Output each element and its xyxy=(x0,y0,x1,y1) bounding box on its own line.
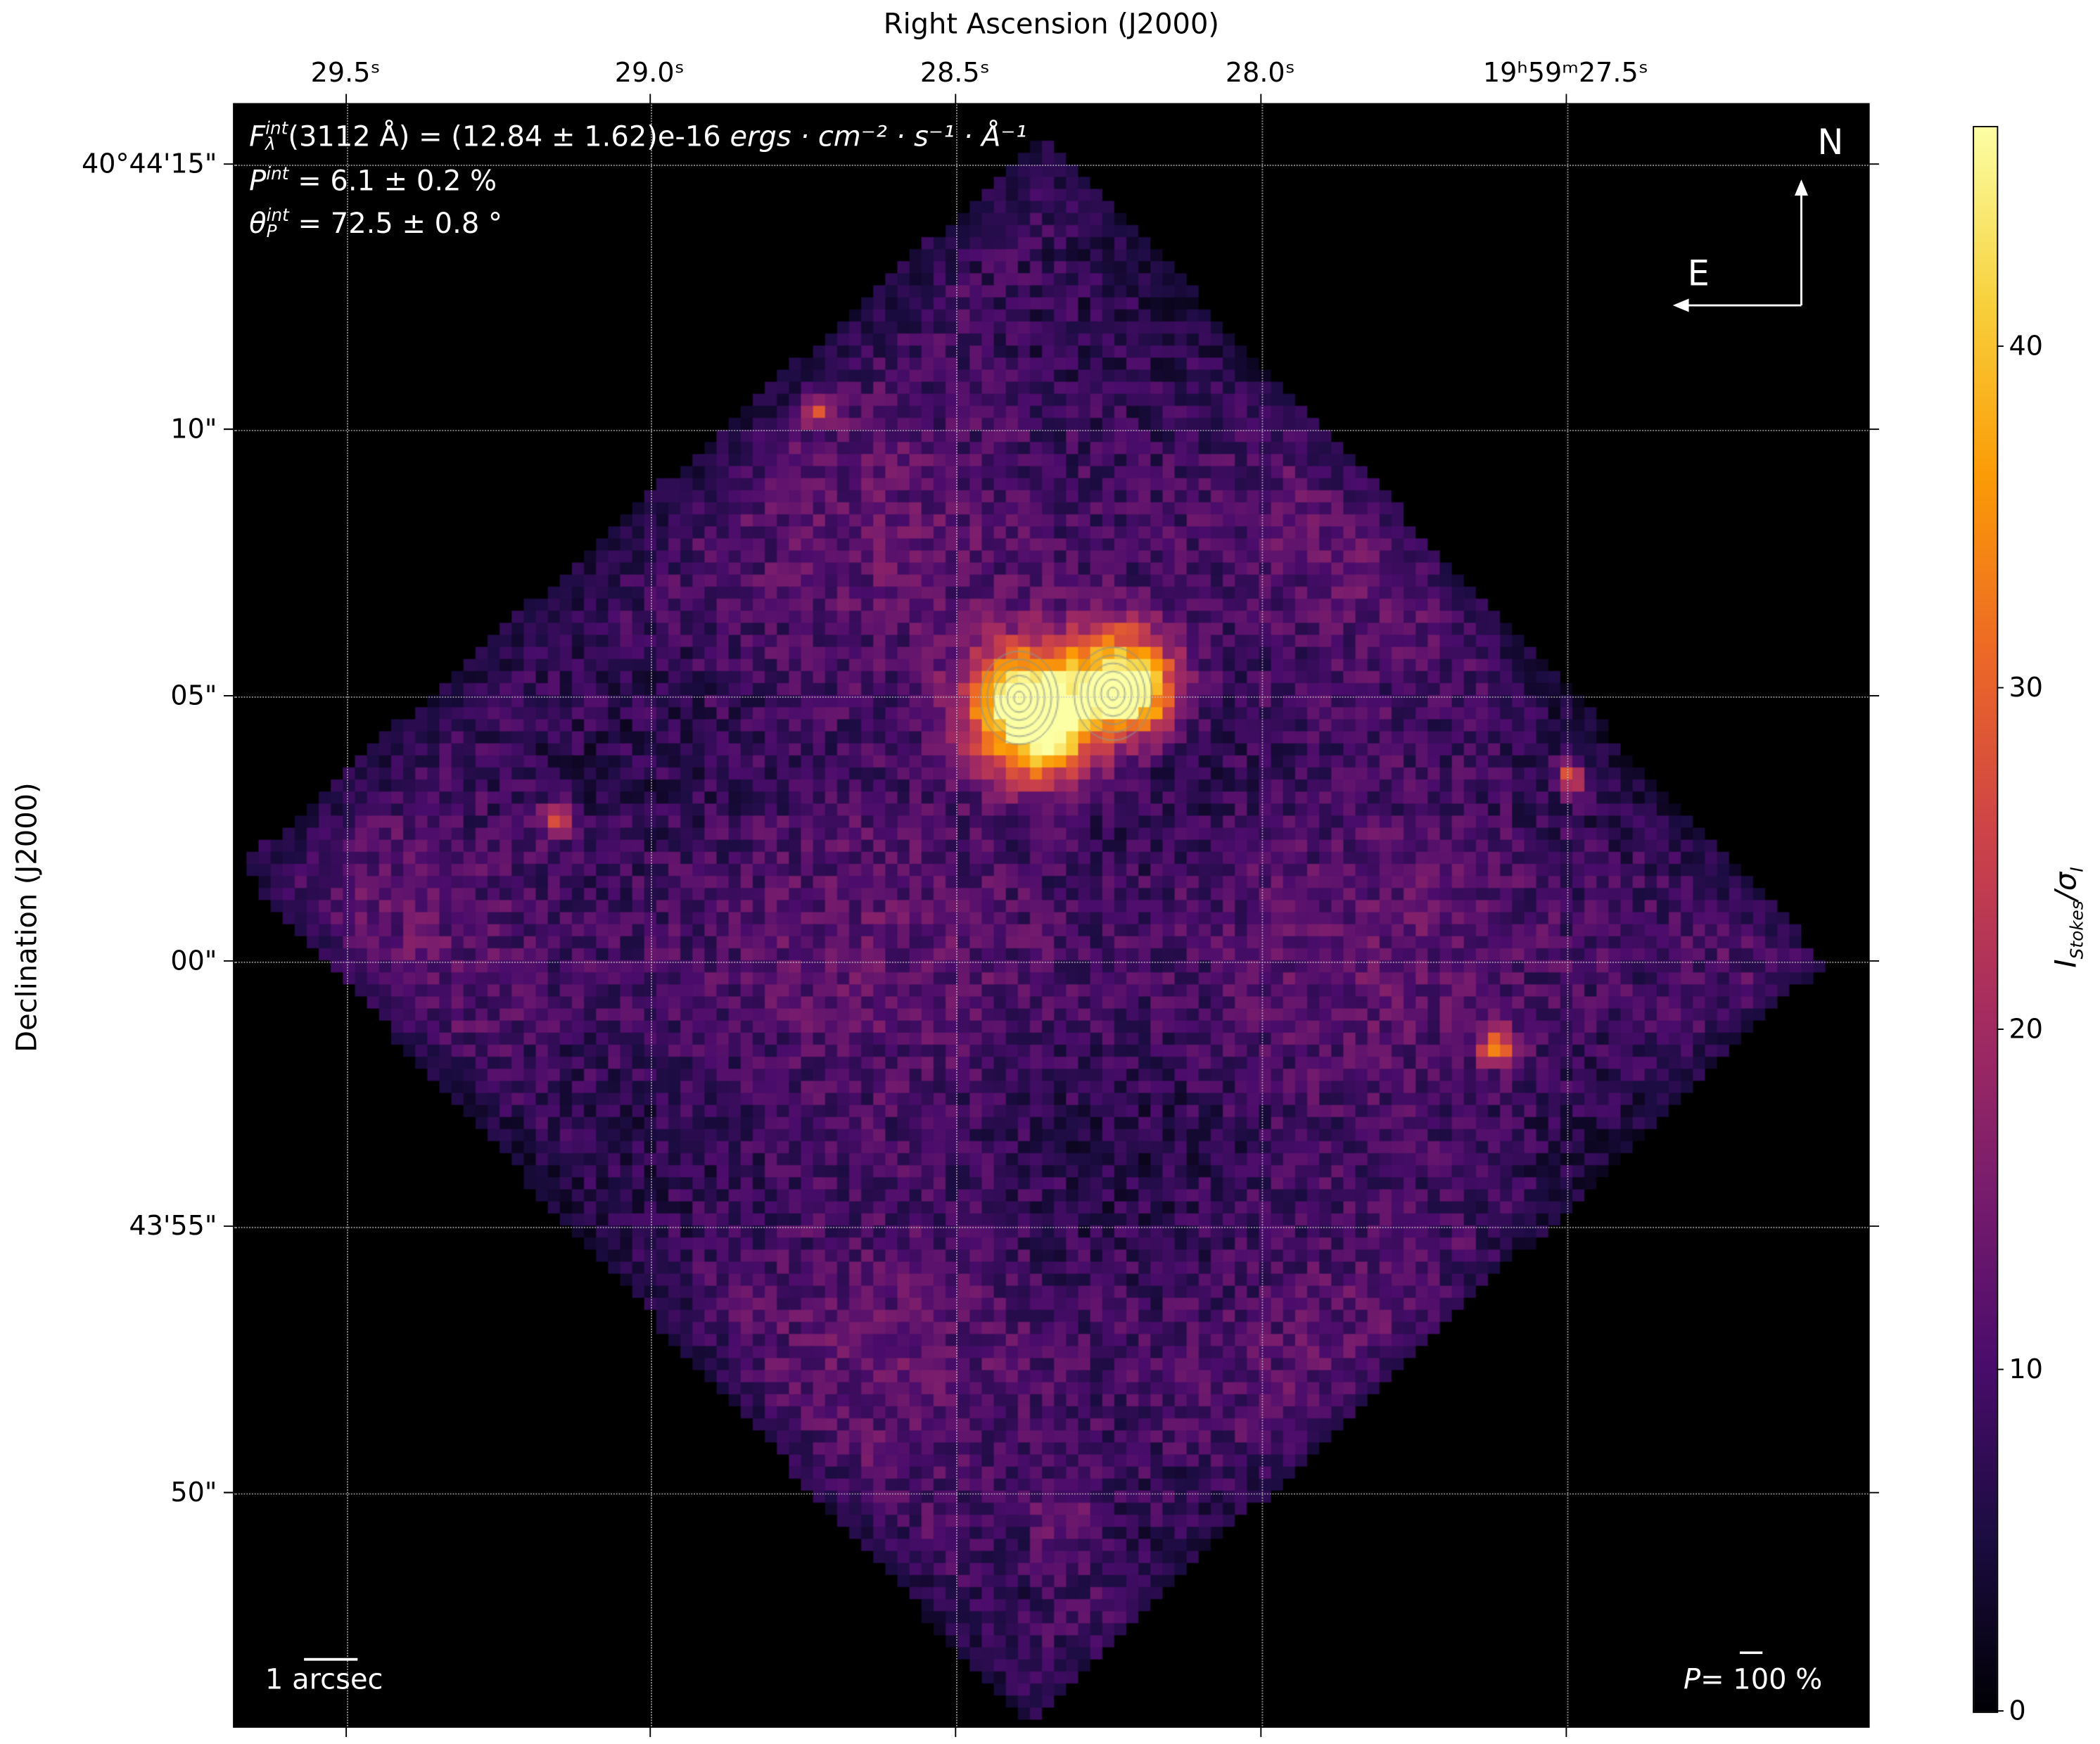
x-tick xyxy=(1260,1727,1262,1738)
y-tick xyxy=(1869,695,1879,696)
x-tick xyxy=(345,94,348,103)
colorbar-tick xyxy=(1995,1029,2004,1030)
grid-line xyxy=(651,104,653,1726)
colorbar-tick-label: 40 xyxy=(2009,329,2044,362)
x-tick xyxy=(649,1727,651,1738)
compass-arrows xyxy=(1672,179,1808,312)
polarization-scale-label: P= 100 % xyxy=(1683,1663,1823,1696)
y-tick xyxy=(1869,163,1879,165)
grid-line xyxy=(956,104,958,1726)
intensity-map xyxy=(234,104,1869,1726)
polarization-annotation: Pint = 6.1 ± 0.2 % xyxy=(249,165,497,197)
x-tick xyxy=(955,94,957,103)
y-tick-label: 40°44'15" xyxy=(82,147,217,180)
x-tick-label: 28.5ˢ xyxy=(919,56,990,89)
scale-bar-label: 1 arcsec xyxy=(265,1663,383,1696)
y-tick-label: 10" xyxy=(170,412,217,445)
x-tick xyxy=(649,94,651,103)
x-tick-label: 29.0ˢ xyxy=(614,56,685,89)
y-tick xyxy=(223,1491,234,1494)
angle-annotation: θ int P = 72.5 ± 0.8 ° xyxy=(249,206,502,243)
grid-line xyxy=(234,165,1869,167)
colorbar-tick-label: 20 xyxy=(2009,1012,2044,1045)
y-tick xyxy=(223,1225,234,1227)
y-tick xyxy=(223,163,234,165)
scale-bar xyxy=(304,1657,358,1661)
y-tick xyxy=(1869,1491,1879,1494)
y-tick-label: 05" xyxy=(170,679,217,711)
x-tick xyxy=(1565,1727,1567,1738)
y-tick xyxy=(1869,960,1879,962)
x-tick-label: 29.5ˢ xyxy=(310,56,381,89)
colorbar-tick-label: 0 xyxy=(2009,1694,2026,1726)
grid-line xyxy=(234,961,1869,963)
colorbar-tick xyxy=(1995,345,2004,348)
x-tick-label: 28.0ˢ xyxy=(1225,56,1295,89)
y-tick xyxy=(1869,1225,1879,1227)
y-tick-label: 50" xyxy=(170,1475,217,1508)
grid-line xyxy=(1567,104,1569,1726)
y-tick-label: 00" xyxy=(170,944,217,976)
grid-line xyxy=(234,1493,1869,1495)
east-label: E xyxy=(1687,254,1710,295)
x-tick xyxy=(345,1727,348,1738)
colorbar-tick xyxy=(1995,1710,2004,1712)
y-axis-label: Declination (J2000) xyxy=(11,782,43,1052)
north-label: N xyxy=(1817,123,1844,164)
colorbar-tick-label: 30 xyxy=(2009,670,2044,704)
north-arrowhead-icon xyxy=(1794,179,1808,196)
colorbar-tick xyxy=(1995,1368,2004,1370)
grid-line xyxy=(234,696,1869,698)
grid-line xyxy=(1261,104,1264,1726)
grid-line xyxy=(234,1226,1869,1228)
east-arrowhead-icon xyxy=(1672,298,1689,312)
y-tick xyxy=(223,960,234,962)
x-tick xyxy=(1565,94,1567,103)
grid-line xyxy=(234,430,1869,431)
y-tick-label: 43'55" xyxy=(129,1209,217,1242)
colorbar xyxy=(1973,125,1999,1713)
colorbar-label: IStokes/σI xyxy=(2050,867,2089,968)
polarization-scale-vector xyxy=(1739,1651,1763,1655)
x-tick-label: 19ʰ59ᵐ27.5ˢ xyxy=(1482,56,1648,89)
grid-line xyxy=(347,104,348,1726)
x-tick xyxy=(1260,94,1262,103)
colorbar-tick-label: 10 xyxy=(2009,1352,2044,1385)
y-tick xyxy=(223,428,234,431)
y-tick xyxy=(223,695,234,696)
colorbar-tick xyxy=(1995,687,2004,689)
y-tick xyxy=(1869,428,1879,431)
x-tick xyxy=(955,1727,957,1738)
